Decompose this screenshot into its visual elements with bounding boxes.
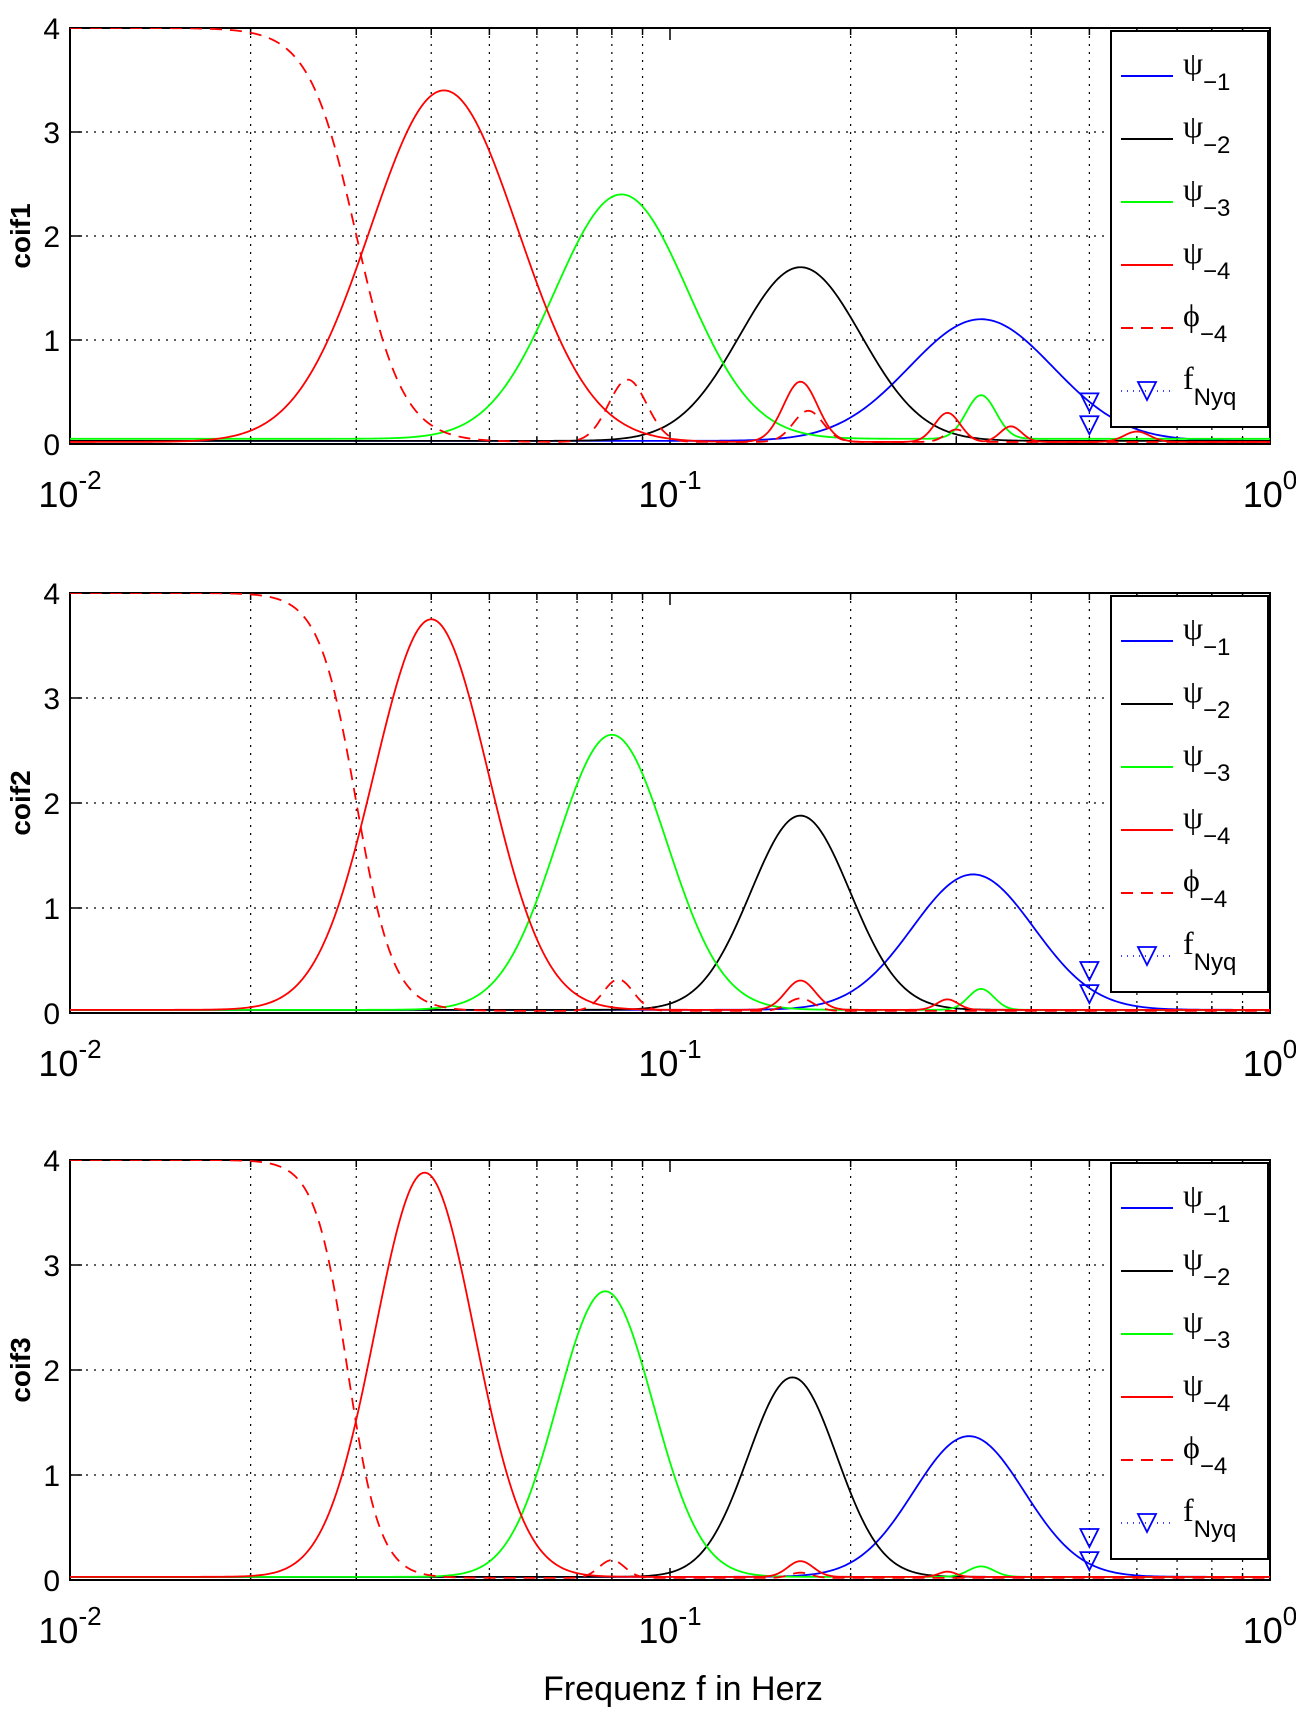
y-tick-label: 4 (43, 13, 60, 46)
series-line-ψ−3 (70, 1290, 1270, 1578)
legend-label: ψ−2 (1183, 673, 1230, 724)
legend-marker (1136, 946, 1158, 968)
legend-label: ψ−3 (1183, 1303, 1230, 1354)
series-line-ϕ−4 (70, 593, 1270, 1012)
legend-box (1110, 595, 1269, 993)
nyquist-marker (1078, 984, 1100, 1006)
y-tick-label: 3 (43, 117, 60, 150)
x-tick-label: 100 (1243, 1601, 1296, 1651)
x-axis-title: Frequenz f in Herz (543, 1670, 823, 1708)
nyquist-marker (1078, 1528, 1100, 1550)
x-tick-label: 10-1 (638, 1601, 701, 1651)
y-tick-label: 2 (43, 788, 60, 821)
x-tick-label: 10-2 (38, 1034, 101, 1084)
y-axis-title: coif2 (5, 770, 36, 835)
x-tick-label: 10-1 (638, 465, 701, 515)
x-tick-label: 100 (1243, 465, 1296, 515)
series-line-ψ−3 (70, 193, 1270, 440)
legend-label: ϕ−4 (1183, 1429, 1227, 1480)
y-tick-label: 3 (43, 1250, 60, 1283)
legend-box (1110, 30, 1269, 428)
legend-label: ψ−2 (1183, 108, 1230, 159)
legend-label: ϕ−4 (1183, 862, 1227, 913)
nyquist-marker (1078, 961, 1100, 983)
series-line-ψ−1 (70, 1435, 1270, 1578)
series-line-ψ−4 (70, 1171, 1270, 1578)
y-tick-label: 0 (43, 998, 60, 1031)
chart-panel-3: 0 1 2 3 4 10-2 10-1 100 coif3 ψ−1 ψ−2 ψ−3 ψ−4 ϕ−4 fNyq (5, 1145, 1296, 1651)
legend-label: ψ−3 (1183, 736, 1230, 787)
grid (70, 1160, 1270, 1580)
legend-label: ψ−2 (1183, 1240, 1230, 1291)
y-tick-label: 0 (43, 429, 60, 462)
legend-marker (1136, 381, 1158, 403)
curves (70, 1160, 1270, 1579)
series-line-ψ−4 (70, 89, 1270, 443)
nyquist-marker (1078, 1551, 1100, 1573)
x-tick-label: 10-1 (638, 1034, 701, 1084)
y-tick-label: 1 (43, 325, 60, 358)
legend: ψ−1 ψ−2 ψ−3 ψ−4 ϕ−4 fNyq (1110, 30, 1269, 428)
legend-label: ψ−1 (1183, 1177, 1230, 1228)
nyquist-marker (1078, 392, 1100, 414)
chart-panel-2: 0 1 2 3 4 10-2 10-1 100 coif2 ψ−1 ψ−2 ψ−3 ψ−4 ϕ−4 fNyq (5, 578, 1296, 1084)
y-tick-label: 2 (43, 221, 60, 254)
y-axis-title: coif3 (5, 1337, 36, 1402)
y-tick-label: 4 (43, 1145, 60, 1178)
legend-label: ψ−3 (1183, 171, 1230, 222)
legend-marker (1136, 1513, 1158, 1535)
legend: ψ−1 ψ−2 ψ−3 ψ−4 ϕ−4 fNyq (1110, 595, 1269, 993)
legend-label: ϕ−4 (1183, 297, 1227, 348)
y-tick-label: 3 (43, 683, 60, 716)
x-tick-label: 10-2 (38, 1601, 101, 1651)
y-tick-label: 0 (43, 1565, 60, 1598)
legend-label: ψ−1 (1183, 45, 1230, 96)
legend-label: fNyq (1183, 925, 1236, 976)
nyquist-marker (1078, 415, 1100, 437)
series-line-ϕ−4 (70, 28, 1270, 443)
y-tick-label: 4 (43, 578, 60, 611)
y-axis-title: coif1 (5, 203, 36, 268)
y-tick-label: 1 (43, 1460, 60, 1493)
x-tick-label: 10-2 (38, 465, 101, 515)
legend-box (1110, 1162, 1269, 1560)
series-line-ψ−1 (70, 873, 1270, 1011)
legend-label: fNyq (1183, 1492, 1236, 1543)
y-tick-label: 2 (43, 1355, 60, 1388)
legend-label: ψ−4 (1183, 799, 1230, 850)
y-tick-label: 1 (43, 893, 60, 926)
x-tick-label: 100 (1243, 1034, 1296, 1084)
series-line-ψ−4 (70, 618, 1270, 1011)
grid (70, 593, 1270, 1013)
legend: ψ−1 ψ−2 ψ−3 ψ−4 ϕ−4 fNyq (1110, 1162, 1269, 1560)
legend-label: ψ−4 (1183, 234, 1230, 285)
chart-panel-1: 0 1 2 3 4 10-2 10-1 100 coif1 ψ−1 ψ−2 ψ−3 ψ−4 ϕ−4 fNyq (5, 13, 1296, 515)
legend-label: ψ−1 (1183, 610, 1230, 661)
curves (70, 593, 1270, 1012)
grid (70, 28, 1270, 444)
series-line-ψ−3 (70, 733, 1270, 1011)
series-line-ϕ−4 (70, 1160, 1270, 1579)
legend-label: ψ−4 (1183, 1366, 1230, 1417)
curves (70, 28, 1270, 443)
series-line-ψ−2 (70, 266, 1270, 442)
legend-label: fNyq (1183, 360, 1236, 411)
